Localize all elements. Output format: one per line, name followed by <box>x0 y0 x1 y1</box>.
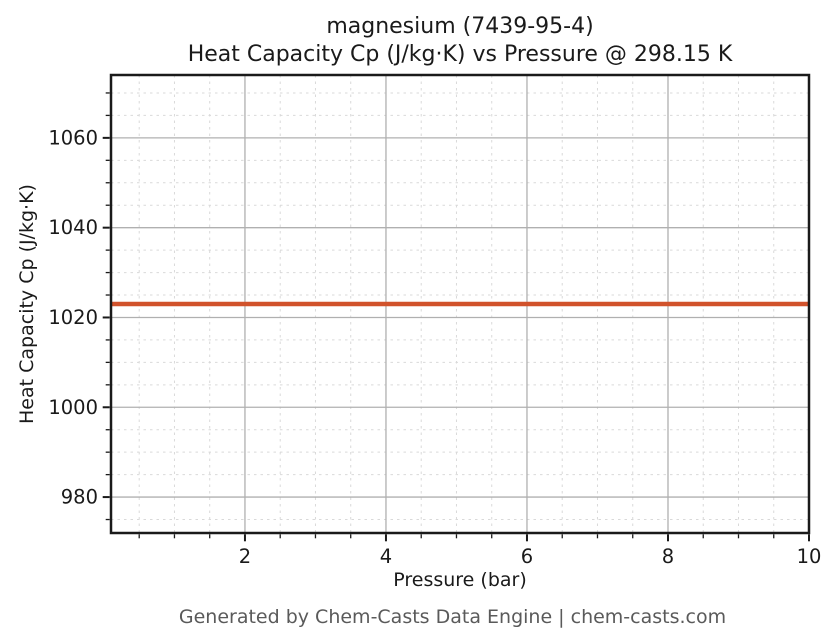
y-tick-label: 1060 <box>48 126 98 149</box>
x-tick-label: 10 <box>797 545 822 568</box>
y-tick-label: 1040 <box>48 216 98 239</box>
chart-title: magnesium (7439-95-4) Heat Capacity Cp (… <box>111 13 809 69</box>
x-tick-label: 8 <box>662 545 674 568</box>
x-tick-label: 2 <box>239 545 251 568</box>
x-axis-label: Pressure (bar) <box>393 569 527 591</box>
y-tick-label: 1000 <box>48 396 98 419</box>
chart-title-line2: Heat Capacity Cp (J/kg·K) vs Pressure @ … <box>187 42 733 67</box>
axes-spines <box>109 73 811 535</box>
y-tick-label: 980 <box>61 486 98 509</box>
x-tick-label: 4 <box>380 545 392 568</box>
y-axis-label: Heat Capacity Cp (J/kg·K) <box>16 184 38 424</box>
y-tick-label: 1020 <box>48 306 98 329</box>
chart-title-line1: magnesium (7439-95-4) <box>326 14 594 39</box>
footer-credit: Generated by Chem-Casts Data Engine | ch… <box>178 606 727 628</box>
x-tick-label: 6 <box>521 545 533 568</box>
